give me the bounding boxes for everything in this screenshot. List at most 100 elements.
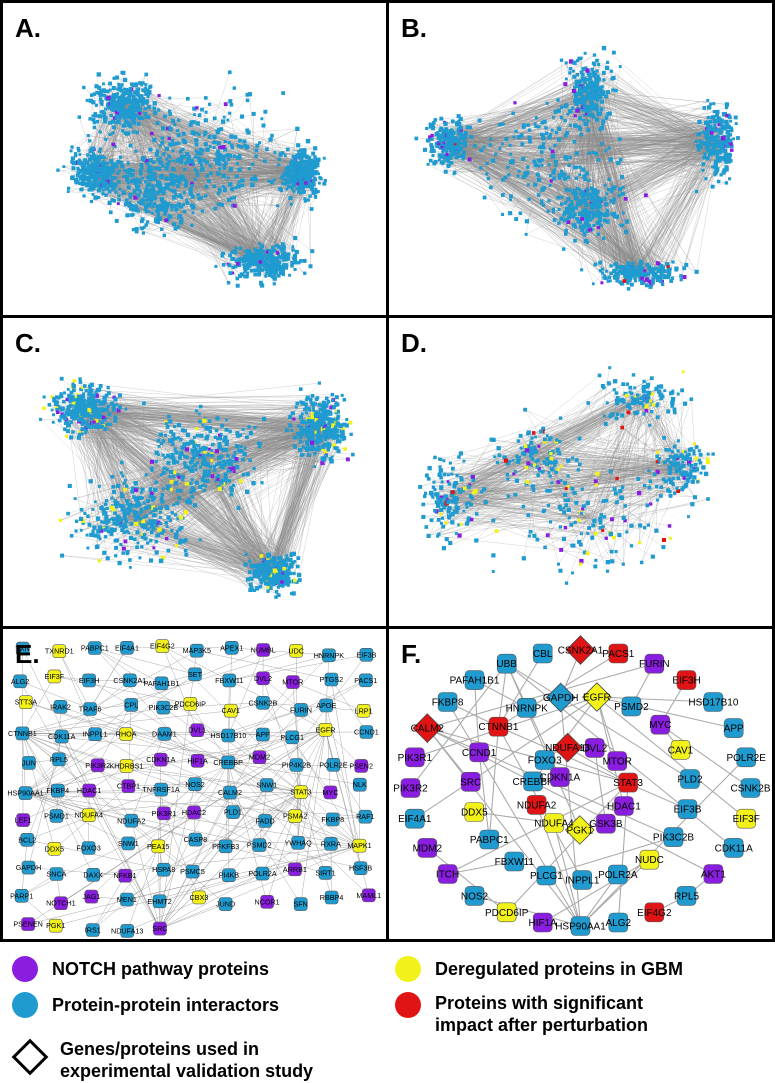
network-node [646,523,650,527]
network-node [471,490,476,495]
network-node [574,458,579,462]
network-node [594,151,599,156]
network-node [143,204,149,209]
network-node [467,501,471,505]
network-node [262,416,267,422]
network-node [584,66,588,70]
network-node [290,411,295,416]
network-node [114,545,118,550]
network-node [311,164,315,169]
network-node [123,202,128,207]
network-node [117,109,121,113]
network-node [215,161,219,166]
network-node [157,166,162,171]
network-node [485,172,489,176]
network-node [711,115,716,120]
network-node [331,405,336,410]
network-node [443,495,447,499]
network-node [110,198,115,202]
network-node [112,185,117,190]
network-node [121,90,126,95]
network-node [301,189,306,194]
network-node [221,157,226,161]
network-node [546,503,550,507]
network-node [96,411,101,416]
network-node [603,198,607,201]
network-node [223,187,227,191]
network-node [586,532,590,535]
network-node [228,458,232,462]
network-node [323,449,328,454]
network-node [291,154,296,159]
network-node [581,507,584,511]
network-node [482,195,487,200]
network-node [674,266,679,271]
network-node [123,168,127,173]
network-node [177,527,182,532]
network-node [595,189,600,194]
network-node [271,582,276,587]
network-node [309,397,313,402]
network-node [76,394,81,398]
network-node [325,426,329,430]
network-node [214,449,219,454]
network-node [197,412,201,416]
network-node [694,269,699,274]
network-node [194,142,199,147]
network-node [447,514,451,519]
network-node [74,408,79,412]
network-node [539,201,544,205]
network-node [164,166,169,171]
network-node [450,146,455,151]
network-node [598,269,603,273]
network-node [299,148,302,152]
network-node [316,425,320,429]
network-node [152,101,157,106]
network-node [181,131,186,136]
network-node [442,472,447,477]
network-node [604,149,608,153]
network-node [433,488,437,492]
network-node [595,58,599,63]
network-node [261,250,265,254]
network-node [42,406,46,410]
network-node [452,139,457,143]
network-node [725,129,730,135]
network-node [292,571,296,576]
network-node [715,109,720,115]
network-node [115,121,119,125]
network-node [717,123,721,127]
network-node [126,499,130,503]
network-node [564,228,568,233]
network-node [286,184,291,189]
network-node [142,501,146,505]
network-node [328,443,332,447]
network-node [647,267,652,272]
network-node [258,266,262,271]
network-node [557,562,560,566]
network-node [271,578,275,582]
network-node [181,147,185,151]
network-node [267,564,272,569]
network-node [279,256,284,260]
network-node [618,65,622,68]
network-node [728,177,732,181]
network-node [605,208,609,212]
network-node [578,165,582,169]
network-node [612,268,617,274]
network-node [102,511,107,516]
network-node [447,160,451,163]
network-node [145,162,150,166]
network-node [250,182,255,188]
network-node [577,89,582,93]
network-node [289,162,294,167]
network-node [207,469,211,473]
network-node [591,95,596,100]
network-node [135,130,139,135]
node-eif4a1: EIF4A1 [115,641,139,655]
network-node [194,480,199,485]
network-node [92,175,98,180]
network-node [128,100,132,104]
network-node [140,519,146,524]
